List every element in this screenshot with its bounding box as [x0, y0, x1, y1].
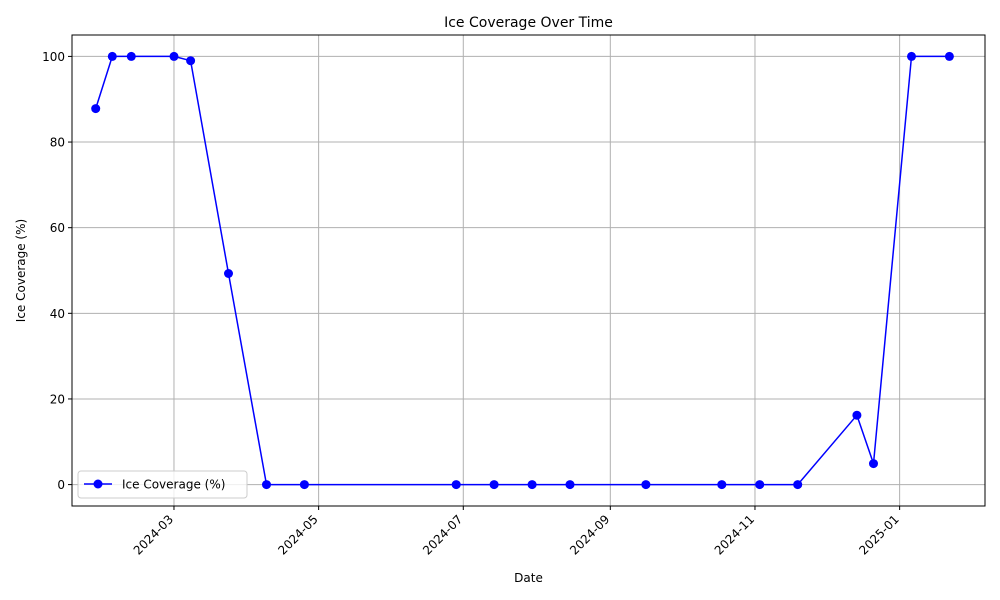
data-point — [793, 480, 803, 490]
plot-frame — [71, 34, 986, 507]
data-point — [91, 104, 101, 114]
legend: Ice Coverage (%) — [77, 470, 248, 499]
y-tick-label: 100 — [42, 50, 65, 64]
data-point — [717, 480, 727, 490]
data-point — [186, 56, 196, 66]
data-point — [169, 51, 179, 61]
y-tick-label: 60 — [50, 221, 65, 235]
series-ice-coverage — [91, 51, 954, 490]
data-point — [107, 51, 117, 61]
y-axis-label: Ice Coverage (%) — [14, 219, 28, 322]
y-tick-label: 80 — [50, 136, 65, 150]
legend-label: Ice Coverage (%) — [122, 478, 225, 492]
data-point — [755, 480, 765, 490]
data-point — [299, 480, 309, 490]
data-point — [852, 410, 862, 420]
y-tick-label: 0 — [57, 478, 65, 492]
data-point — [224, 269, 233, 278]
x-axis-label: Date — [514, 571, 543, 585]
data-point — [907, 51, 916, 61]
data-point — [565, 480, 575, 490]
data-point — [641, 480, 651, 490]
y-tick-label: 20 — [50, 392, 65, 406]
legend-box — [77, 470, 248, 499]
data-point — [527, 480, 537, 490]
y-axis-ticks: 0 20 40 60 80 100 — [42, 50, 72, 492]
data-point — [489, 480, 499, 490]
data-point — [944, 51, 954, 61]
chart-title: Ice Coverage Over Time — [444, 15, 613, 31]
data-point — [126, 51, 136, 61]
data-point — [869, 459, 878, 469]
data-point — [451, 480, 461, 490]
y-tick-label: 40 — [50, 307, 65, 321]
data-point — [262, 480, 271, 490]
legend-marker-swatch — [93, 479, 103, 489]
